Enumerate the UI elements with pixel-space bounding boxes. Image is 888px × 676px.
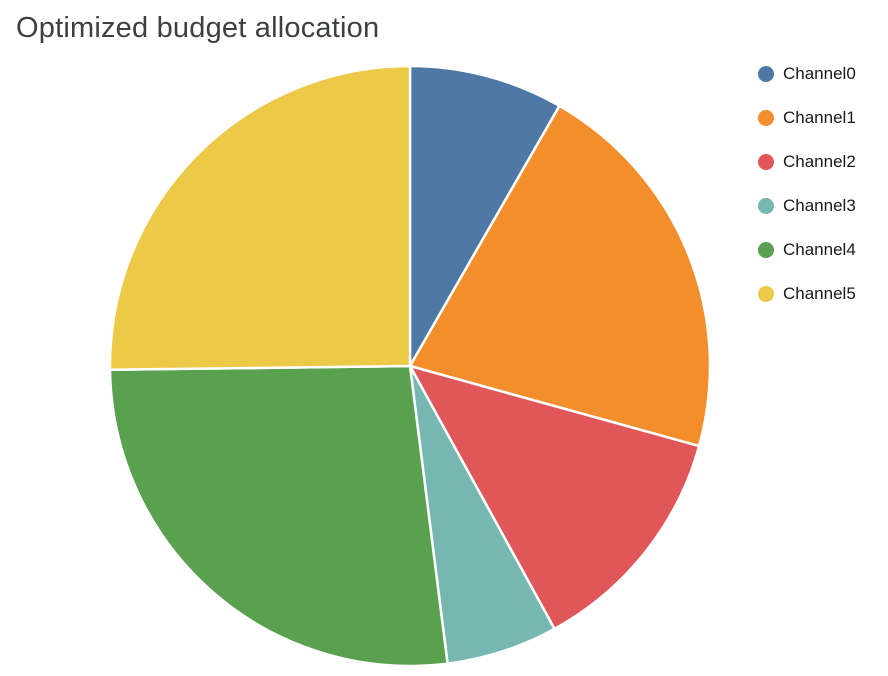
legend-label: Channel1 — [783, 108, 856, 127]
legend-item-channel4[interactable]: Channel4 — [758, 240, 856, 260]
legend-item-channel1[interactable]: Channel1 — [758, 108, 856, 128]
pie-slice-channel5[interactable] — [108, 64, 412, 372]
legend-item-channel0[interactable]: Channel0 — [758, 64, 856, 84]
legend-swatch-icon — [758, 66, 774, 82]
legend-swatch-icon — [758, 154, 774, 170]
pie-slice-channel4[interactable] — [108, 364, 449, 668]
legend-swatch-icon — [758, 198, 774, 214]
legend-label: Channel4 — [783, 240, 856, 259]
legend-item-channel3[interactable]: Channel3 — [758, 196, 856, 216]
legend-label: Channel3 — [783, 196, 856, 215]
legend-label: Channel0 — [783, 64, 856, 83]
legend-swatch-icon — [758, 286, 774, 302]
legend-label: Channel5 — [783, 284, 856, 303]
pie-slice-channel2[interactable] — [408, 364, 701, 631]
legend-swatch-icon — [758, 242, 774, 258]
legend-swatch-icon — [758, 110, 774, 126]
pie-slice-channel1[interactable] — [408, 104, 712, 448]
legend: Channel0 Channel1 Channel2 Channel3 Channel4… — [758, 64, 856, 304]
chart-title: Optimized budget allocation — [16, 12, 380, 44]
legend-item-channel2[interactable]: Channel2 — [758, 152, 856, 172]
pie-slice-channel0[interactable] — [408, 64, 561, 368]
legend-label: Channel2 — [783, 152, 856, 171]
legend-item-channel5[interactable]: Channel5 — [758, 284, 856, 304]
